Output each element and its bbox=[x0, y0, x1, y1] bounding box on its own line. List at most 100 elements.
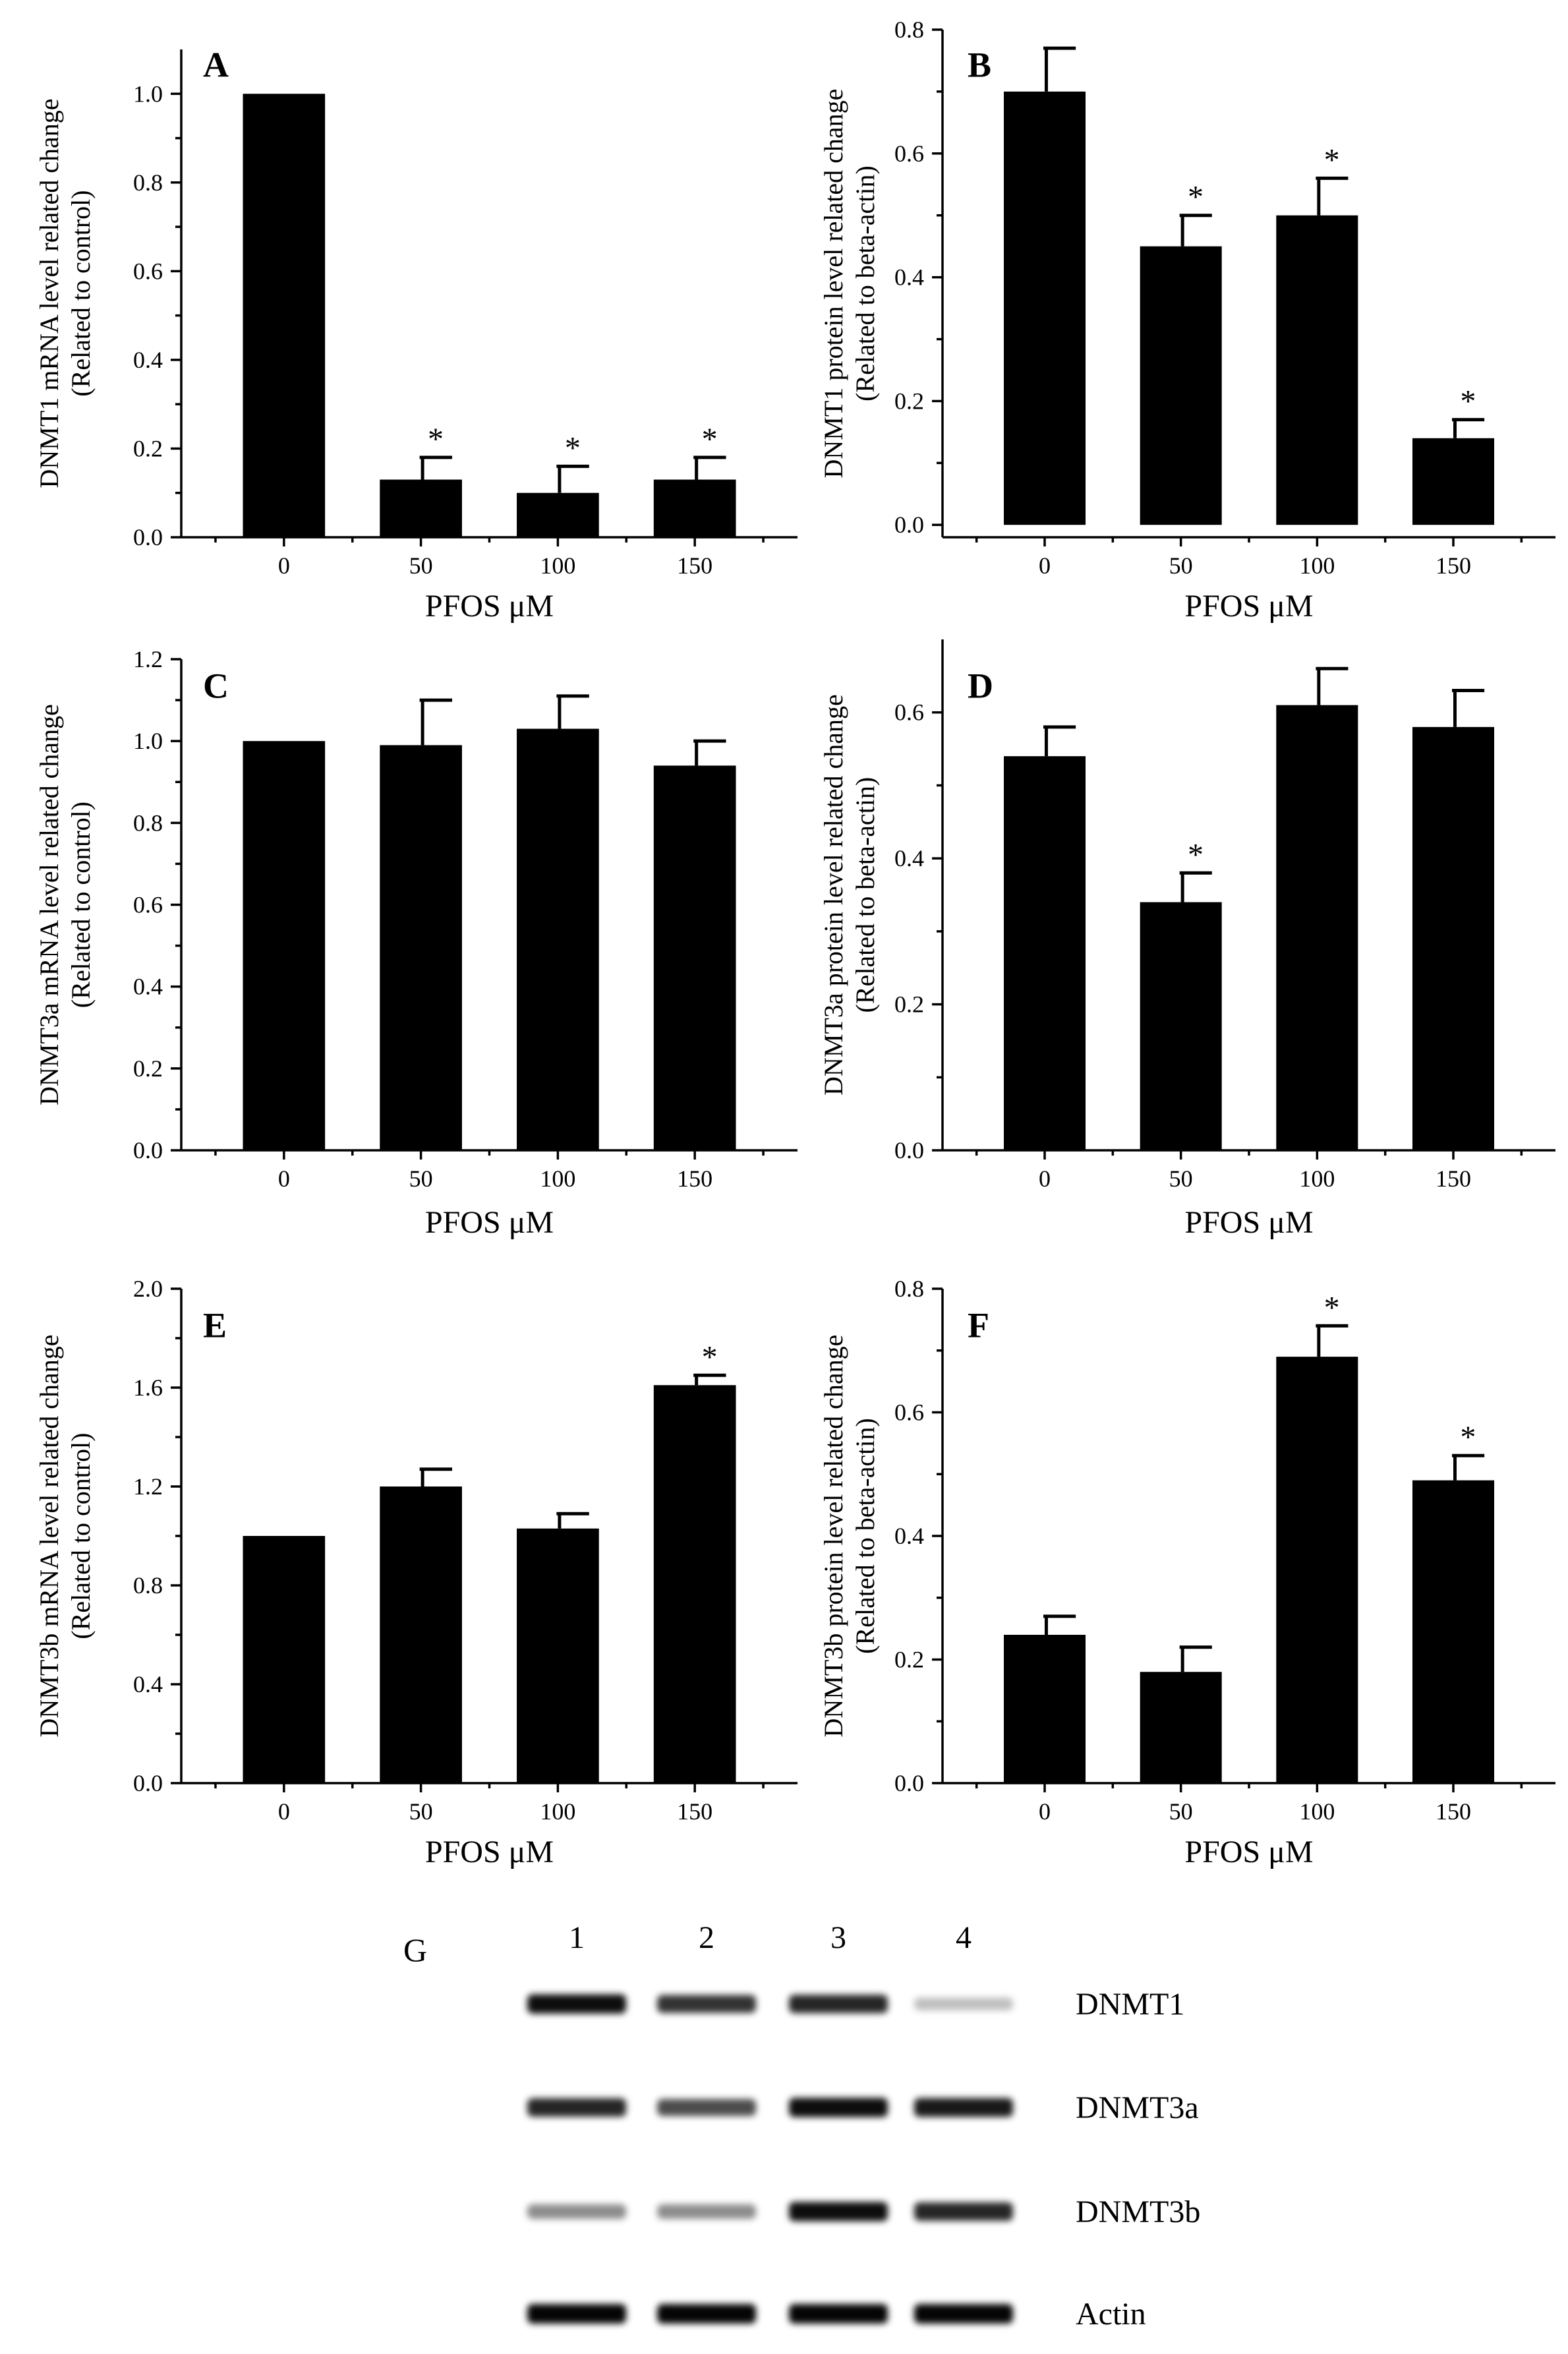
y-axis-label-secondary: (Related to beta-actin) bbox=[850, 1418, 880, 1654]
blot-band bbox=[657, 2304, 756, 2324]
x-tick-label: 50 bbox=[409, 1165, 433, 1192]
panel-label: F bbox=[968, 1305, 989, 1345]
y-axis-label-secondary: (Related to control) bbox=[66, 1432, 96, 1639]
blot-band bbox=[914, 2202, 1013, 2221]
x-tick-label: 150 bbox=[1436, 552, 1471, 579]
blot-band bbox=[914, 2098, 1013, 2117]
panel-label: G bbox=[403, 1931, 427, 1968]
y-axis-label: DNMT3b mRNA level related change bbox=[34, 1335, 64, 1738]
bar bbox=[1140, 902, 1222, 1150]
bar bbox=[1004, 756, 1086, 1150]
lane-number: 4 bbox=[956, 1920, 972, 1955]
panel-label: E bbox=[203, 1305, 227, 1345]
chart-panel-d: 0.0 0.2 0.4 0.6 0 * 50 100 150 D PFOS μM DNMT3a pro… bbox=[819, 639, 1555, 1240]
panel-label: C bbox=[203, 666, 229, 705]
y-tick-label: 1.0 bbox=[133, 80, 163, 107]
lane-number: 3 bbox=[830, 1920, 846, 1955]
blot-band bbox=[657, 2099, 756, 2116]
blot-band bbox=[789, 2098, 888, 2117]
y-tick-label: 0.0 bbox=[894, 1137, 924, 1163]
chart-panel-a: 0.0 0.2 0.4 0.6 0.8 1.0 0 * 50 * 100 * 150 A PFOS μM DN… bbox=[34, 45, 798, 624]
significance-marker: * bbox=[565, 430, 581, 465]
x-tick-label: 50 bbox=[409, 1798, 433, 1825]
bar bbox=[380, 1486, 462, 1783]
x-axis-label: PFOS μM bbox=[425, 589, 554, 624]
x-tick-label: 50 bbox=[1169, 552, 1193, 579]
chart-panel-c: 0.0 0.2 0.4 0.6 0.8 1.0 1.2 0 50 100 150 C PFOS μM DN… bbox=[34, 646, 798, 1240]
x-tick-label: 0 bbox=[278, 552, 290, 579]
x-tick-label: 150 bbox=[677, 1798, 712, 1825]
y-tick-label: 0.8 bbox=[133, 169, 163, 196]
x-tick-label: 100 bbox=[1299, 1165, 1335, 1192]
bar bbox=[653, 479, 736, 537]
bar bbox=[1276, 215, 1358, 525]
y-tick-label: 0.0 bbox=[133, 1770, 163, 1796]
x-axis-label: PFOS μM bbox=[1184, 589, 1313, 624]
blot-band bbox=[789, 2304, 888, 2324]
y-tick-label: 1.2 bbox=[133, 646, 163, 672]
x-axis-label: PFOS μM bbox=[425, 1205, 554, 1240]
blot-band bbox=[527, 2304, 626, 2324]
y-tick-label: 0.4 bbox=[894, 1523, 924, 1549]
y-axis-label-secondary: (Related to control) bbox=[66, 190, 96, 396]
y-axis-label: DNMT1 mRNA level related change bbox=[34, 99, 64, 488]
significance-marker: * bbox=[1324, 1290, 1340, 1325]
x-tick-label: 100 bbox=[540, 1798, 575, 1825]
panel-label: B bbox=[968, 45, 991, 84]
blot-band bbox=[789, 1995, 888, 2013]
x-tick-label: 100 bbox=[1299, 552, 1335, 579]
bar bbox=[380, 745, 462, 1150]
bar bbox=[1276, 1357, 1358, 1783]
y-tick-label: 0.8 bbox=[894, 1276, 924, 1302]
significance-marker: * bbox=[1460, 1420, 1476, 1455]
blot-band bbox=[914, 1997, 1013, 2011]
western-blot-panel: G 1 2 3 4 DNMT1 DNMT3a DNMT3b Actin bbox=[403, 1920, 1200, 2332]
x-axis-label: PFOS μM bbox=[1184, 1205, 1313, 1240]
bar bbox=[1140, 246, 1222, 525]
y-axis-label-secondary: (Related to control) bbox=[66, 802, 96, 1008]
bar bbox=[653, 1385, 736, 1783]
blot-row-label: Actin bbox=[1076, 2297, 1146, 2332]
y-tick-label: 0.2 bbox=[133, 1055, 163, 1082]
x-tick-label: 50 bbox=[1169, 1798, 1193, 1825]
x-axis-label: PFOS μM bbox=[425, 1835, 554, 1869]
bar bbox=[1140, 1672, 1222, 1783]
y-tick-label: 1.6 bbox=[133, 1374, 163, 1401]
significance-marker: * bbox=[1188, 837, 1204, 872]
x-axis-label: PFOS μM bbox=[1184, 1835, 1313, 1869]
significance-marker: * bbox=[702, 422, 718, 457]
y-tick-label: 0.2 bbox=[894, 388, 924, 414]
lane-number: 2 bbox=[699, 1920, 714, 1955]
blot-row-label: DNMT3b bbox=[1076, 2194, 1200, 2229]
x-tick-label: 0 bbox=[1039, 1798, 1051, 1825]
significance-marker: * bbox=[1460, 384, 1476, 419]
blot-row-label: DNMT1 bbox=[1076, 1987, 1184, 2022]
bar bbox=[1276, 705, 1358, 1150]
x-tick-label: 50 bbox=[409, 552, 433, 579]
y-axis-label: DNMT3a protein level related change bbox=[819, 694, 848, 1096]
significance-marker: * bbox=[1188, 180, 1204, 215]
x-tick-label: 100 bbox=[540, 1165, 575, 1192]
x-tick-label: 150 bbox=[677, 552, 712, 579]
bar bbox=[1412, 726, 1494, 1150]
x-tick-label: 0 bbox=[1039, 1165, 1051, 1192]
y-tick-label: 0.4 bbox=[894, 264, 924, 291]
y-tick-label: 0.4 bbox=[133, 1671, 163, 1697]
y-tick-label: 0.6 bbox=[133, 258, 163, 284]
y-tick-label: 0.6 bbox=[894, 140, 924, 167]
y-axis-label: DNMT1 protein level related change bbox=[819, 89, 848, 479]
y-axis-label-secondary: (Related to beta-actin) bbox=[850, 165, 880, 401]
y-tick-label: 0.6 bbox=[133, 892, 163, 918]
significance-marker: * bbox=[702, 1339, 718, 1374]
blot-row-label: DNMT3a bbox=[1076, 2090, 1199, 2125]
blot-band bbox=[914, 2304, 1013, 2324]
x-tick-label: 50 bbox=[1169, 1165, 1193, 1192]
y-tick-label: 0.8 bbox=[894, 16, 924, 43]
x-tick-label: 0 bbox=[278, 1165, 290, 1192]
x-tick-label: 0 bbox=[278, 1798, 290, 1825]
y-axis-label-secondary: (Related to beta-actin) bbox=[850, 777, 880, 1013]
y-tick-label: 0.8 bbox=[133, 1572, 163, 1599]
y-tick-label: 1.0 bbox=[133, 728, 163, 754]
y-tick-label: 0.4 bbox=[133, 974, 163, 1000]
panel-label: D bbox=[968, 666, 993, 705]
